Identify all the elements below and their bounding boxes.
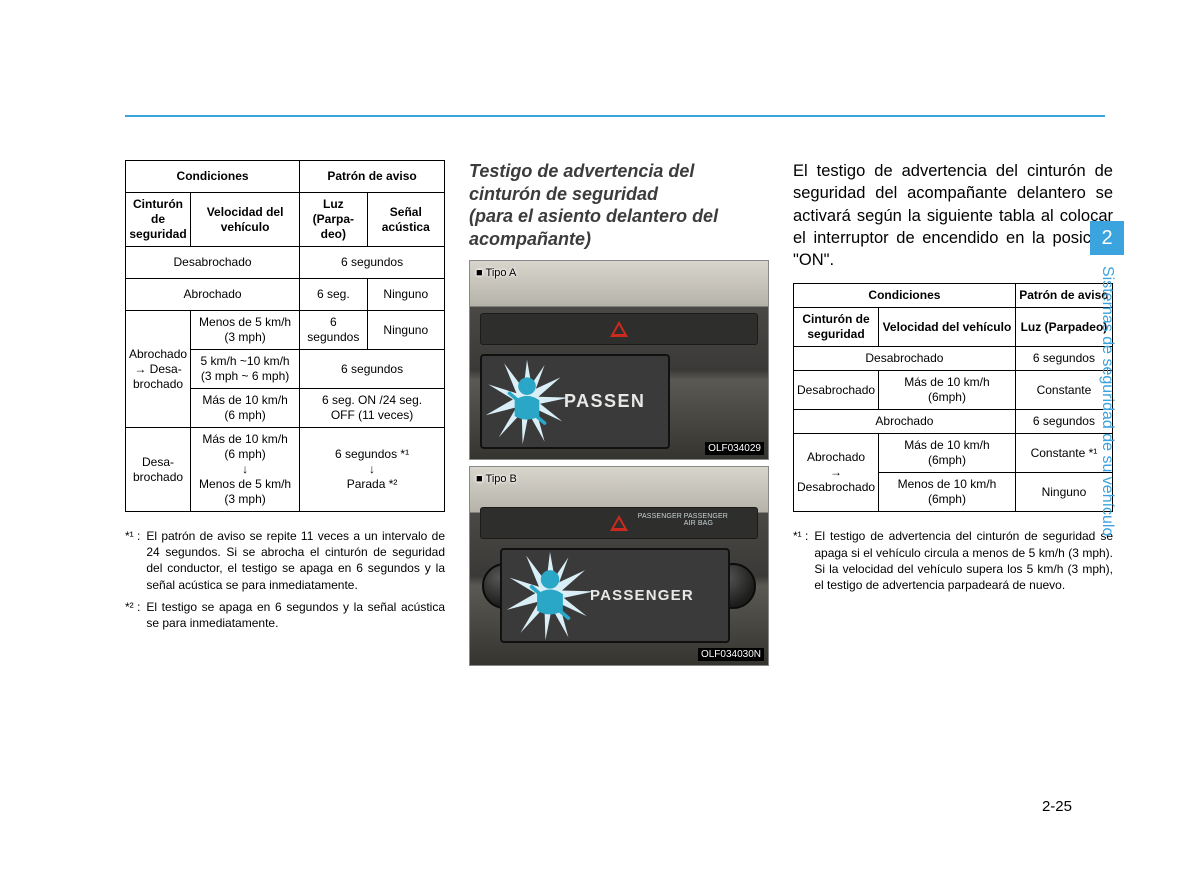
- dashboard-strip: [480, 313, 758, 345]
- table-header-pattern: Patrón de aviso: [300, 161, 445, 193]
- top-rule: [125, 115, 1105, 117]
- dashboard-small-label: PASSENGER: [638, 513, 682, 520]
- figure-code: OLF034030N: [698, 648, 764, 661]
- figure-label: ■ Tipo B: [476, 473, 517, 485]
- seatbelt-warning-icon: [502, 551, 598, 641]
- figure-label: ■ Tipo A: [476, 267, 516, 279]
- table-cell: 5 km/h ~10 km/h (3 mph ~ 6 mph): [191, 350, 300, 389]
- callout-panel: PASSEN: [480, 354, 670, 449]
- table-cell: Abrochado → Desa- brochado: [126, 311, 191, 428]
- table-cell: Desabrochado: [794, 371, 879, 410]
- callout-text: PASSEN: [564, 391, 645, 412]
- footnote-marker: *² :: [125, 599, 140, 631]
- footnotes-passenger: *¹ : El testigo de advertencia del cintu…: [793, 528, 1113, 593]
- chapter-tab: 2: [1090, 221, 1124, 255]
- seatbelt-warning-icon: [482, 357, 572, 447]
- table-cell: Ninguno: [367, 279, 444, 311]
- table-cell: Menos de 5 km/h (3 mph): [191, 311, 300, 350]
- table-cell: 6 segundos: [300, 247, 445, 279]
- table-header-light: Luz (Parpa- deo): [300, 193, 367, 247]
- table-header-speed: Velocidad del vehículo: [879, 308, 1016, 347]
- table-cell: Más de 10 km/h (6 mph) ↓ Menos de 5 km/h…: [191, 428, 300, 512]
- table-cell: 6 segundos *¹ ↓ Parada *²: [300, 428, 445, 512]
- table-header-conditions: Condiciones: [126, 161, 300, 193]
- table-cell: Abrochado: [794, 410, 1016, 434]
- page-number: 2-25: [1042, 798, 1072, 815]
- figure-code: OLF034029: [705, 442, 764, 455]
- section-title: Testigo de advertencia del cinturón de s…: [469, 160, 769, 250]
- table-cell: 6 segundos: [300, 311, 367, 350]
- table-cell: Menos de 10 km/h (6mph): [879, 473, 1016, 512]
- column-right: El testigo de advertencia del cinturón d…: [793, 160, 1113, 672]
- table-cell: Abrochado: [126, 279, 300, 311]
- table-cell: 6 seg.: [300, 279, 367, 311]
- figure-type-b: ■ Tipo B PASSENGER PASSENGER AIR BAG: [469, 466, 769, 666]
- warning-pattern-table-driver: Condiciones Patrón de aviso Cinturón de …: [125, 160, 445, 512]
- table-cell: Desabrochado: [794, 347, 1016, 371]
- intro-paragraph: El testigo de advertencia del cinturón d…: [793, 160, 1113, 271]
- table-cell: Más de 10 km/h (6mph): [879, 434, 1016, 473]
- footnote-marker: *¹ :: [793, 528, 808, 593]
- table-cell: Desabrochado: [126, 247, 300, 279]
- column-left: Condiciones Patrón de aviso Cinturón de …: [125, 160, 445, 672]
- table-header-sound: Señal acústica: [367, 193, 444, 247]
- column-center: Testigo de advertencia del cinturón de s…: [469, 160, 769, 672]
- table-cell: Más de 10 km/h (6 mph): [191, 389, 300, 428]
- hazard-icon: [610, 321, 628, 337]
- callout-text: PASSENGER: [590, 587, 694, 604]
- callout-panel: PASSENGER: [500, 548, 730, 643]
- table-header-conditions: Condiciones: [794, 284, 1016, 308]
- table-header-speed: Velocidad del vehículo: [191, 193, 300, 247]
- page-content: Condiciones Patrón de aviso Cinturón de …: [125, 160, 1105, 672]
- footnote-text: El patrón de aviso se repite 11 veces a …: [146, 528, 445, 593]
- dashboard-small-label: PASSENGER AIR BAG: [684, 513, 728, 527]
- table-cell: Abrochado → Desabrochado: [794, 434, 879, 512]
- table-cell: 6 segundos: [300, 350, 445, 389]
- footnote-text: El testigo de advertencia del cinturón d…: [814, 528, 1113, 593]
- footnote-marker: *¹ :: [125, 528, 140, 593]
- table-cell: Desa- brochado: [126, 428, 191, 512]
- footnotes-driver: *¹ : El patrón de aviso se repite 11 vec…: [125, 528, 445, 631]
- table-header-belt: Cinturón de seguridad: [794, 308, 879, 347]
- table-cell: Más de 10 km/h (6mph): [879, 371, 1016, 410]
- hazard-icon: [610, 515, 628, 531]
- table-cell: 6 seg. ON /24 seg. OFF (11 veces): [300, 389, 445, 428]
- table-cell: Ninguno: [367, 311, 444, 350]
- figure-type-a: ■ Tipo A P: [469, 260, 769, 460]
- chapter-side-label: Sistemas de seguridad de su vehículo: [1090, 262, 1124, 682]
- table-header-belt: Cinturón de seguridad: [126, 193, 191, 247]
- footnote-text: El testigo se apaga en 6 segundos y la s…: [146, 599, 445, 631]
- warning-pattern-table-passenger: Condiciones Patrón de aviso Cinturón de …: [793, 283, 1113, 512]
